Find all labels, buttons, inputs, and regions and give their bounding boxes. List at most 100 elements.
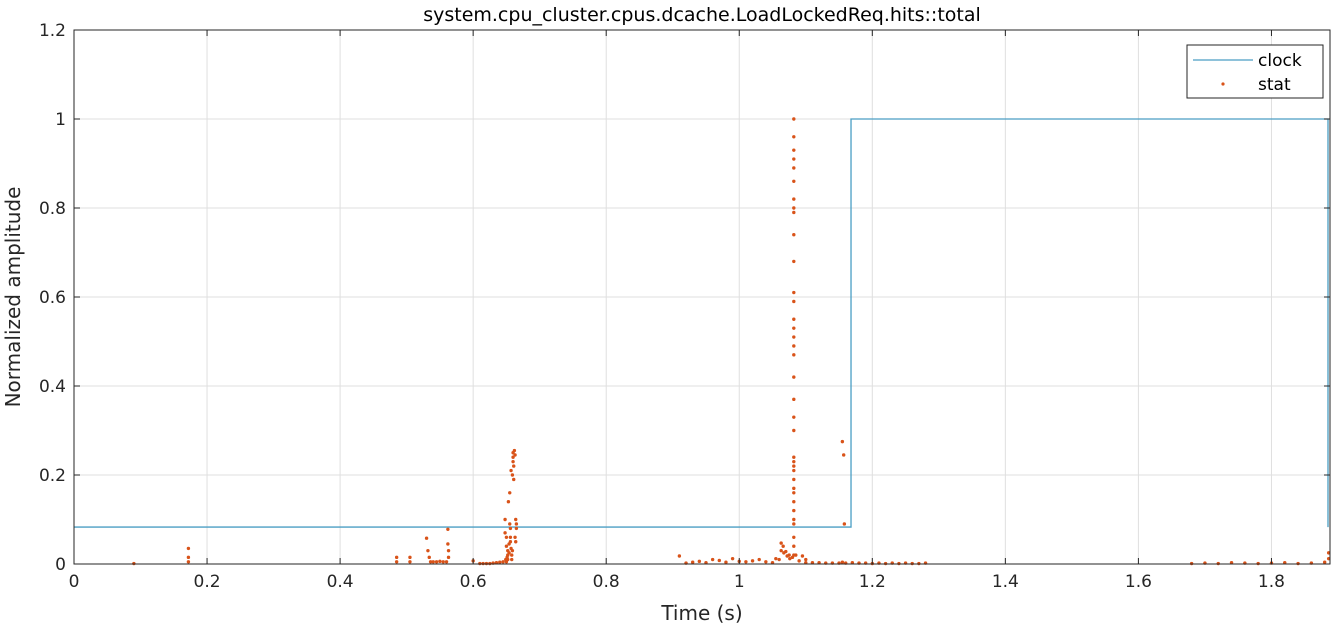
stat-point <box>792 455 796 459</box>
stat-point <box>792 197 796 201</box>
legend-clock-label: clock <box>1258 51 1302 71</box>
y-axis-label: Normalized amplitude <box>1 187 25 408</box>
x-tick-label: 1.8 <box>1258 572 1285 592</box>
stat-point <box>509 468 513 473</box>
stat-point <box>503 531 507 535</box>
stat-point <box>792 508 796 513</box>
stat-point <box>446 555 451 560</box>
stat-point <box>764 560 768 564</box>
stat-point <box>792 468 796 473</box>
stat-point <box>501 560 505 564</box>
stat-point <box>724 560 728 564</box>
stat-point <box>504 535 509 539</box>
stat-point <box>514 526 519 531</box>
stat-point <box>511 459 515 464</box>
stat-point <box>431 560 435 564</box>
stat-series <box>132 117 1331 566</box>
y-tick-label: 0.6 <box>39 288 66 308</box>
x-tick-label: 1.6 <box>1125 572 1152 592</box>
stat-point <box>512 477 516 482</box>
stat-point <box>444 560 449 564</box>
stat-point <box>514 522 519 526</box>
x-tick-label: 1 <box>734 572 745 592</box>
stat-point <box>788 556 792 561</box>
stat-point <box>792 486 796 491</box>
stat-point <box>186 555 191 560</box>
stat-point <box>513 535 517 539</box>
legend-box <box>1186 44 1324 99</box>
stat-point <box>792 206 796 210</box>
stat-point <box>427 555 431 560</box>
stat-point <box>426 548 430 553</box>
stat-point <box>792 299 796 304</box>
stat-point <box>498 560 502 564</box>
stat-point <box>782 551 786 555</box>
x-tick-label: 0.8 <box>593 572 620 592</box>
stat-point <box>508 535 513 539</box>
stat-point <box>792 335 796 339</box>
stat-point <box>508 522 512 526</box>
stat-point <box>792 428 796 433</box>
stat-point <box>840 560 845 564</box>
stat-point <box>779 548 783 553</box>
legend-stat-swatch <box>1221 82 1225 86</box>
stat-point <box>504 544 509 548</box>
stat-point <box>510 557 514 562</box>
stat-point <box>514 517 518 522</box>
stat-point <box>428 560 433 564</box>
stat-point <box>792 522 796 526</box>
stat-point <box>446 527 450 531</box>
stat-point <box>503 517 507 522</box>
stat-point <box>792 397 796 402</box>
stat-point <box>510 473 515 477</box>
stat-point <box>508 540 513 544</box>
y-tick-label: 0.8 <box>39 199 66 219</box>
legend: clock stat <box>1186 44 1324 99</box>
stat-point <box>750 559 755 563</box>
stat-point <box>717 558 721 563</box>
stat-point <box>408 560 412 564</box>
stat-point <box>394 560 399 564</box>
stat-point <box>792 290 796 295</box>
clock-series <box>74 118 1329 528</box>
stat-point <box>792 135 796 139</box>
stat-point <box>792 544 796 548</box>
stat-point <box>697 559 702 564</box>
stat-point <box>792 459 796 464</box>
stat-point <box>513 453 517 457</box>
stat-point <box>508 491 512 495</box>
x-axis-label: Time (s) <box>660 601 742 625</box>
clock-line <box>74 118 1329 528</box>
stat-point <box>438 559 442 564</box>
stat-point <box>792 166 796 170</box>
x-tick-label: 1.4 <box>992 572 1019 592</box>
stat-point <box>792 491 796 495</box>
stat-point <box>730 556 735 561</box>
stat-point <box>441 560 445 564</box>
stat-point <box>792 233 796 237</box>
stat-point <box>792 553 796 557</box>
stat-point <box>186 546 191 551</box>
stat-point <box>804 557 808 562</box>
stat-point <box>779 541 783 545</box>
stat-point <box>842 453 846 457</box>
stat-point <box>424 536 429 540</box>
stat-point <box>792 326 796 330</box>
stat-point <box>710 557 715 562</box>
stat-point <box>507 551 511 555</box>
stat-point <box>512 448 517 453</box>
stat-point <box>1322 560 1327 564</box>
y-tick-label: 0.4 <box>39 377 66 397</box>
stat-point <box>792 517 796 522</box>
stat-point <box>512 464 516 468</box>
stat-point <box>511 455 515 459</box>
y-tick-label: 1 <box>55 110 66 130</box>
stat-point <box>508 526 513 531</box>
stat-point <box>792 157 796 161</box>
stat-point <box>792 500 796 504</box>
stat-point <box>510 548 515 553</box>
stat-point <box>792 117 796 121</box>
x-tick-label: 0.6 <box>460 572 487 592</box>
x-tick-label: 0.4 <box>327 572 354 592</box>
stat-point <box>774 556 778 561</box>
